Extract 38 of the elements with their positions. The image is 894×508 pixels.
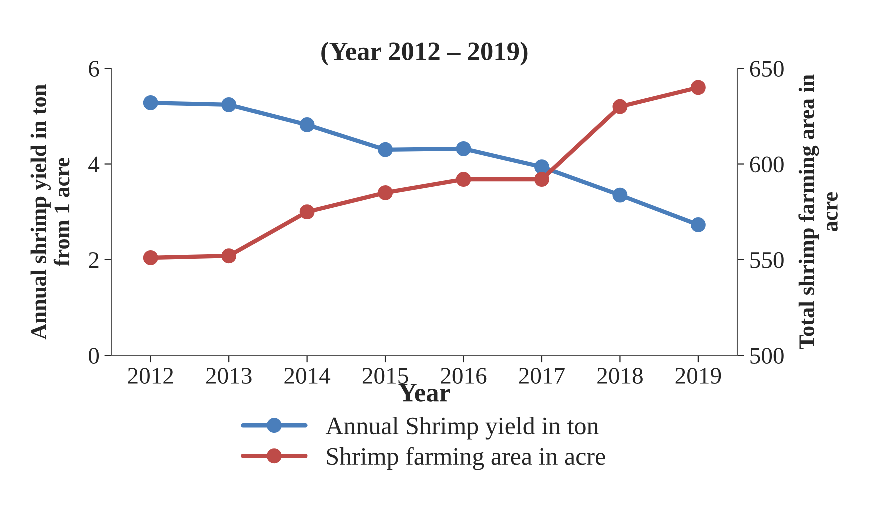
x-tick-label: 2016	[441, 368, 487, 384]
y2-tick-label: 600	[750, 156, 784, 173]
point	[378, 185, 393, 200]
y-tick-label: 4	[88, 156, 100, 172]
point	[456, 172, 472, 188]
x-axis-title: Year	[398, 384, 450, 402]
point	[534, 172, 550, 188]
point	[222, 248, 237, 264]
point	[690, 80, 706, 96]
x-tick-label: 2012	[128, 368, 174, 384]
point	[456, 141, 472, 156]
point	[612, 99, 628, 114]
x-tick-label: 2018	[598, 368, 643, 384]
x-tick-label: 2017	[519, 368, 565, 384]
point	[534, 160, 550, 175]
x-tick-label: 2013	[206, 368, 252, 384]
y2-tick-label: 500	[750, 348, 784, 364]
point	[300, 204, 315, 220]
y2-axis-title: Total shrimp farming area in acre	[798, 74, 838, 350]
x-tick-label: 2014	[284, 368, 331, 384]
legend-label: Shrimp farming area in acre	[327, 447, 606, 470]
point	[143, 250, 158, 266]
point	[143, 96, 158, 110]
chart-title: (Year 2012 – 2019)	[322, 42, 528, 66]
legend-label: Annual Shrimp yield in ton	[326, 417, 599, 440]
point	[300, 118, 315, 132]
y-axis-title: Annual shrimp yield in ton from 1 acre	[30, 84, 70, 340]
point	[690, 218, 706, 232]
point	[612, 188, 628, 203]
y-tick-label: 0	[89, 348, 100, 364]
y2-tick-label: 650	[750, 61, 784, 78]
x-tick-label: 2019	[676, 368, 722, 384]
y2-tick-label: 550	[750, 252, 784, 268]
y-tick-label: 6	[89, 61, 100, 78]
point	[378, 142, 393, 158]
x-tick-label: 2015	[362, 368, 408, 384]
point	[222, 97, 237, 112]
y-tick-label: 2	[89, 252, 99, 268]
